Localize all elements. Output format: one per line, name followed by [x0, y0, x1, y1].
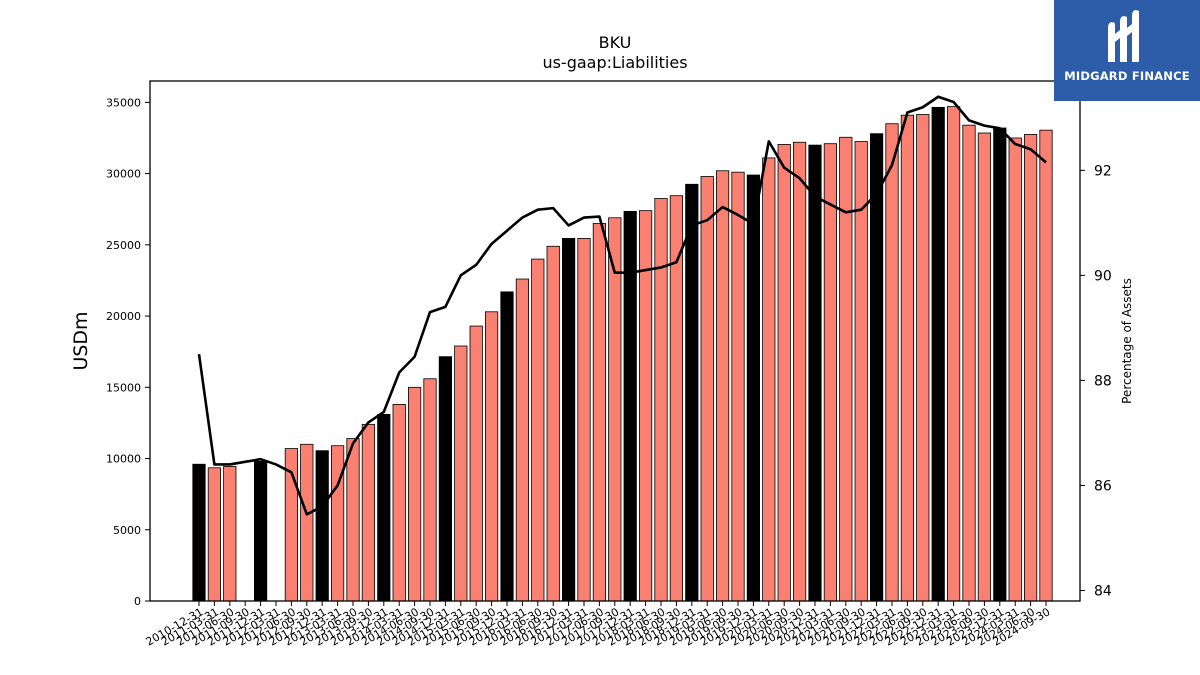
bar-2011-12-31	[253, 460, 268, 602]
bar-2024-03-31	[1008, 137, 1022, 602]
y-tick-label: 15000	[106, 381, 141, 394]
x-axis: 2010-12-312011-03-312011-06-302011-09-30…	[144, 601, 1053, 649]
bar-2018-12-31	[685, 183, 699, 602]
chart-title: BKU	[599, 33, 632, 52]
bar-2015-03-31	[454, 345, 468, 602]
bar-2010-12-31	[192, 463, 206, 602]
midgard-finance-logo: MIDGARD FINANCE	[1054, 0, 1200, 101]
bar-2024-09-30	[1039, 129, 1053, 602]
bar-2018-09-30	[669, 195, 684, 602]
line-series	[197, 95, 1047, 516]
bar-2023-03-31	[947, 106, 961, 602]
bar-2017-06-30	[592, 223, 607, 602]
bar-2024-06-30	[1024, 134, 1038, 602]
y-tick-label: 20000	[106, 310, 141, 323]
y2-tick-label: 84	[1094, 583, 1112, 599]
bar-2014-12-31	[438, 356, 453, 602]
bar-2014-03-31	[392, 403, 406, 602]
bar-2015-09-30	[484, 311, 499, 602]
y-axis-left: 0 5000 10000 15000 20000 25000 30000 35000	[106, 96, 150, 608]
chart-subtitle: us-gaap:Liabilities	[542, 53, 687, 72]
bar-2016-03-31	[515, 278, 530, 602]
y-axis-right: 84 86 88 90 92	[1080, 163, 1112, 599]
bar-2019-12-31	[746, 174, 761, 602]
midgard-logo-icon	[1108, 10, 1139, 63]
bar-2016-06-30	[531, 258, 545, 602]
y2-tick-label: 88	[1094, 373, 1112, 389]
y-tick-label: 35000	[106, 96, 141, 109]
bar-2013-03-31	[330, 445, 345, 602]
bar-2013-09-30	[361, 423, 376, 602]
bar-2014-06-30	[407, 386, 422, 602]
bar-2015-06-30	[469, 325, 483, 602]
bar-2022-09-30	[916, 114, 930, 602]
bar-series	[192, 106, 1053, 602]
y-tick-label: 0	[134, 595, 141, 608]
bar-2018-06-30	[654, 198, 668, 602]
bar-2023-12-31	[993, 127, 1007, 602]
bar-2011-03-31	[207, 467, 221, 602]
bar-2021-12-31	[870, 133, 884, 602]
bar-2019-06-30	[716, 170, 730, 602]
bar-2013-06-30	[346, 438, 360, 602]
bar-2017-09-30	[608, 217, 622, 602]
y-tick-label: 5000	[113, 524, 141, 537]
bar-2012-09-30	[300, 443, 314, 602]
y-tick-label: 25000	[106, 239, 141, 252]
bar-2022-06-30	[900, 114, 915, 602]
bar-2015-12-31	[500, 291, 514, 602]
logo-text: MIDGARD FINANCE	[1064, 69, 1190, 83]
bar-2016-12-31	[562, 238, 576, 602]
bar-2019-03-31	[700, 176, 714, 602]
bar-2017-12-31	[623, 210, 637, 602]
line-percentage-of-assets	[197, 95, 1047, 516]
bar-2017-03-31	[577, 238, 591, 602]
y2-tick-label: 86	[1094, 478, 1112, 494]
y-tick-label: 10000	[106, 453, 141, 466]
bar-2020-09-30	[793, 141, 807, 602]
bar-2021-03-31	[823, 143, 838, 602]
bar-2021-06-30	[839, 136, 853, 602]
y2-tick-label: 90	[1094, 268, 1112, 284]
bar-2020-12-31	[808, 144, 822, 602]
bar-2014-09-30	[423, 378, 437, 602]
bar-2022-12-31	[931, 106, 945, 602]
bar-2022-03-31	[885, 123, 899, 602]
y-tick-label: 30000	[106, 168, 141, 181]
y2-axis-label: Percentage of Assets	[1120, 278, 1134, 404]
y2-tick-label: 92	[1094, 163, 1112, 179]
bar-2023-06-30	[962, 124, 976, 602]
bar-2019-09-30	[731, 171, 745, 602]
y-axis-label: USDm	[70, 311, 92, 370]
bar-2020-06-30	[777, 143, 791, 602]
bar-2012-12-31	[315, 450, 329, 602]
bar-2011-06-30	[223, 465, 237, 602]
bar-2013-12-31	[377, 413, 391, 602]
bar-2020-03-31	[762, 157, 776, 602]
bar-2023-09-30	[977, 132, 992, 602]
bar-2016-09-30	[546, 245, 560, 602]
